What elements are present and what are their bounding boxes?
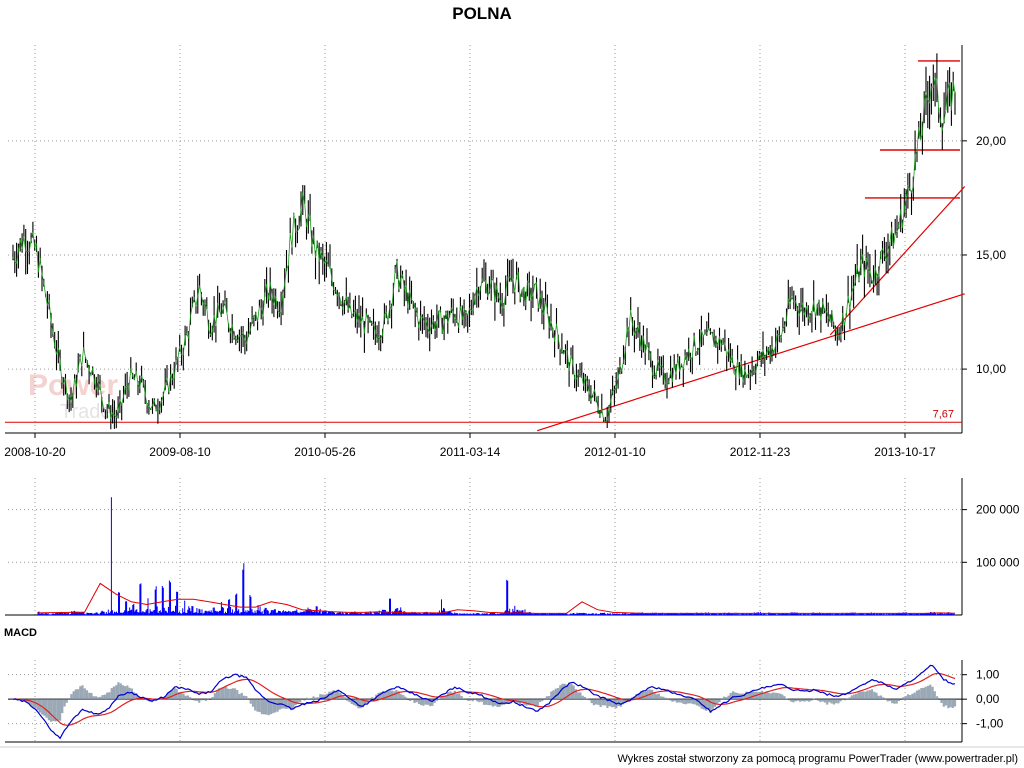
macd-vertical-grid <box>34 660 906 742</box>
volume-y-tick-label: 200 000 <box>976 503 1020 517</box>
price-x-tick-label: 2008-10-20 <box>4 445 66 459</box>
support-value-label: 7,67 <box>933 408 954 420</box>
price-y-tick-label: 20,00 <box>976 134 1006 148</box>
price-x-ticks: 2008-10-20 2009-08-10 2010-05-26 2011-03-14… <box>4 433 936 459</box>
footer-credit: Wykres został stworzony za pomocą progra… <box>617 753 1018 765</box>
volume-bars <box>37 497 955 615</box>
price-horizontal-grid <box>8 140 962 370</box>
price-x-tick-label: 2012-11-23 <box>730 445 791 459</box>
macd-signal-line <box>12 672 956 726</box>
volume-bars-path <box>37 497 955 615</box>
price-y-tick-label: 10,00 <box>976 362 1006 376</box>
price-series <box>12 53 956 430</box>
price-x-tick-label: 2012-01-10 <box>584 445 646 459</box>
price-close-line <box>12 77 956 423</box>
chart-title: POLNA <box>452 4 512 23</box>
macd-histogram-path <box>11 682 957 722</box>
price-x-tick-label: 2013-10-17 <box>874 445 936 459</box>
price-range-bars <box>12 53 956 430</box>
macd-histogram <box>11 682 957 722</box>
volume-moving-average <box>37 582 956 614</box>
volume-vertical-grid <box>34 478 906 615</box>
price-y-tick-label: 15,00 <box>976 248 1006 262</box>
watermark-trader: Trader <box>60 401 119 423</box>
macd-panel: -1,00 0,00 1,00 <box>5 660 1004 743</box>
price-x-tick-label: 2011-03-14 <box>440 445 501 459</box>
price-panel: 10,00 15,00 20,00 2008-10-20 2009-08-10 2010… <box>4 45 1006 459</box>
volume-panel: 100 000 200 000 <box>5 478 1020 616</box>
price-x-tick-label: 2010-05-26 <box>294 445 356 459</box>
price-y-ticks: 10,00 15,00 20,00 <box>962 134 1006 376</box>
macd-lines <box>12 664 956 740</box>
macd-y-tick-label: 0,00 <box>976 692 1000 706</box>
volume-y-tick-label: 100 000 <box>976 555 1020 569</box>
macd-y-ticks: -1,00 0,00 1,00 <box>962 668 1004 731</box>
macd-y-tick-label: -1,00 <box>976 717 1004 731</box>
volume-y-ticks: 100 000 200 000 <box>962 503 1020 569</box>
trend-line-1 <box>829 186 966 336</box>
price-vertical-grid <box>34 45 906 433</box>
macd-y-tick-label: 1,00 <box>976 668 1000 682</box>
macd-title: MACD <box>4 627 37 639</box>
price-x-tick-label: 2009-08-10 <box>149 445 211 459</box>
volume-horizontal-grid <box>8 509 962 563</box>
volume-ma-line <box>37 582 956 614</box>
price-overlays <box>5 60 966 432</box>
macd-line <box>12 664 956 740</box>
